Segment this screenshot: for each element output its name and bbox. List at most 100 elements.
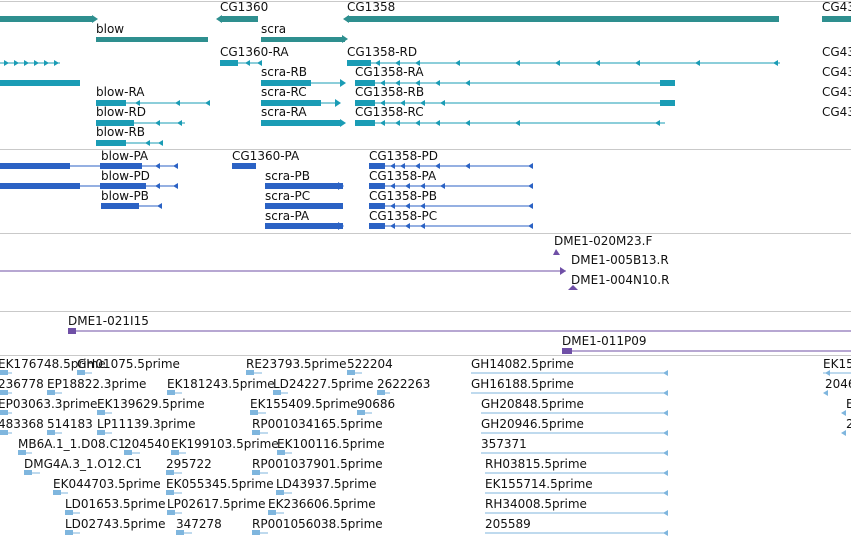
feature-label-dme1-004n10[interactable]: DME1-004N10.R — [571, 273, 670, 287]
feature-label-dme1-005b13[interactable]: DME1-005B13.R — [571, 253, 669, 267]
feature-label-cg1358-pc[interactable]: CG1358-PC — [369, 209, 438, 223]
feature-label-scra-pa[interactable]: scra-PA — [265, 209, 310, 223]
glyph-64 — [380, 100, 385, 106]
track-separator — [0, 355, 851, 356]
feature-label-e19[interactable]: E — [846, 397, 851, 411]
feature-label-e25[interactable]: 2 — [846, 417, 851, 431]
feature-label-scra-rc[interactable]: scra-RC — [261, 85, 307, 99]
feature-label-cg1360-ra[interactable]: CG1360-RA — [220, 45, 289, 59]
feature-label-e8[interactable]: EP18822.3prime — [47, 377, 147, 391]
feature-label-e22[interactable]: LP11139.3prime — [97, 417, 196, 431]
feature-label-blow[interactable]: blow — [96, 22, 125, 36]
feature-label-e7[interactable]: 236778 — [0, 377, 44, 391]
feature-label-cg1358-pb[interactable]: CG1358-PB — [369, 189, 438, 203]
feature-label-e18[interactable]: GH20848.5prime — [481, 397, 584, 411]
feature-label-e10[interactable]: LD24227.5prime — [273, 377, 374, 391]
glyph-123 — [265, 203, 343, 209]
feature-label-e6[interactable]: EK15 — [823, 357, 851, 371]
feature-label-e9[interactable]: EK181243.5prime — [167, 377, 275, 391]
feature-label-blow-pb[interactable]: blow-PB — [101, 189, 149, 203]
feature-label-dme1-020m23[interactable]: DME1-020M23.F — [554, 234, 653, 248]
feature-label-e12[interactable]: GH16188.5prime — [471, 377, 574, 391]
feature-label-cg43b[interactable]: CG43 — [822, 45, 851, 59]
feature-label-e34[interactable]: RH03815.5prime — [485, 457, 587, 471]
feature-label-e16[interactable]: EK155409.5prime — [250, 397, 358, 411]
glyph-177 — [250, 410, 258, 415]
glyph-44 — [261, 80, 311, 86]
glyph-186 — [47, 430, 55, 435]
feature-label-cg43d[interactable]: CG43 — [822, 85, 851, 99]
feature-label-scra[interactable]: scra — [261, 22, 287, 36]
feature-label-blow-ra[interactable]: blow-RA — [96, 85, 145, 99]
feature-label-e29[interactable]: EK100116.5prime — [277, 437, 385, 451]
feature-label-e23[interactable]: RP001034165.5prime — [252, 417, 383, 431]
feature-label-blow-rd[interactable]: blow-RD — [96, 105, 147, 119]
feature-label-e14[interactable]: EP03063.3prime — [0, 397, 98, 411]
feature-label-e40[interactable]: LP02617.5prime — [167, 497, 266, 511]
feature-label-e20[interactable]: 483368 — [0, 417, 44, 431]
feature-label-cg1358[interactable]: CG1358 — [347, 0, 396, 14]
feature-label-e31[interactable]: DMG4A.3_1.O12.C1 — [24, 457, 142, 471]
feature-label-cg1358-ra[interactable]: CG1358-RA — [355, 65, 424, 79]
feature-label-e15[interactable]: EK139629.5prime — [97, 397, 205, 411]
feature-label-cg1360[interactable]: CG1360 — [220, 0, 269, 14]
feature-label-e44[interactable]: 347278 — [176, 517, 222, 531]
feature-label-blow-rb[interactable]: blow-RB — [96, 125, 146, 139]
feature-label-e32[interactable]: 295722 — [166, 457, 212, 471]
glyph-136 — [405, 223, 410, 229]
feature-label-e39[interactable]: LD01653.5prime — [65, 497, 166, 511]
glyph-229 — [65, 530, 73, 535]
feature-label-scra-rb[interactable]: scra-RB — [261, 65, 308, 79]
feature-label-e42[interactable]: RH34008.5prime — [485, 497, 587, 511]
feature-label-cg43a[interactable]: CG43 — [822, 0, 851, 14]
glyph-150 — [77, 370, 85, 375]
feature-label-e11[interactable]: 2622263 — [377, 377, 431, 391]
feature-label-cg43e[interactable]: CG43 — [822, 105, 851, 119]
feature-label-e2[interactable]: GH01075.5prime — [77, 357, 180, 371]
feature-label-cg1358-rd[interactable]: CG1358-RD — [347, 45, 418, 59]
feature-label-cg43c[interactable]: CG43 — [822, 65, 851, 79]
feature-label-e46[interactable]: 205589 — [485, 517, 531, 531]
glyph-154 — [347, 370, 355, 375]
feature-label-e28[interactable]: EK199103.5prime — [171, 437, 279, 451]
glyph-18 — [220, 60, 238, 66]
feature-label-e13[interactable]: 2046 — [825, 377, 851, 391]
feature-label-cg1358-pd[interactable]: CG1358-PD — [369, 149, 439, 163]
feature-label-scra-ra[interactable]: scra-RA — [261, 105, 307, 119]
feature-label-e38[interactable]: EK155714.5prime — [485, 477, 593, 491]
glyph-121 — [157, 203, 162, 209]
feature-label-e21[interactable]: 514183 — [47, 417, 93, 431]
feature-label-cg1358-pa[interactable]: CG1358-PA — [369, 169, 437, 183]
feature-label-e27[interactable]: 204540 — [124, 437, 170, 451]
glyph-217 — [276, 490, 284, 495]
feature-label-e37[interactable]: LD43937.5prime — [276, 477, 377, 491]
feature-label-e5[interactable]: GH14082.5prime — [471, 357, 574, 371]
feature-label-e1[interactable]: EK176748.5prime — [0, 357, 106, 371]
glyph-225 — [268, 510, 276, 515]
feature-label-cg1360-pa[interactable]: CG1360-PA — [232, 149, 300, 163]
feature-label-e3[interactable]: RE23793.5prime — [246, 357, 347, 371]
glyph-197 — [124, 450, 132, 455]
feature-label-e45[interactable]: RP001056038.5prime — [252, 517, 383, 531]
feature-label-blow-pd[interactable]: blow-PD — [101, 169, 150, 183]
feature-label-e24[interactable]: GH20946.5prime — [481, 417, 584, 431]
feature-label-e4[interactable]: 522204 — [347, 357, 393, 371]
feature-label-dme1-021i15[interactable]: DME1-021I15 — [68, 314, 149, 328]
feature-label-cg1358-rb[interactable]: CG1358-RB — [355, 85, 425, 99]
glyph-98 — [390, 163, 395, 169]
feature-label-e41[interactable]: EK236606.5prime — [268, 497, 376, 511]
feature-label-dme1-011p09[interactable]: DME1-011P09 — [562, 334, 647, 348]
glyph-148 — [0, 370, 8, 375]
feature-label-e36[interactable]: EK055345.5prime — [166, 477, 274, 491]
feature-label-blow-pa[interactable]: blow-PA — [101, 149, 149, 163]
feature-label-cg1358-rc[interactable]: CG1358-RC — [355, 105, 424, 119]
feature-label-e35[interactable]: EK044703.5prime — [53, 477, 161, 491]
feature-label-e43[interactable]: LD02743.5prime — [65, 517, 166, 531]
feature-label-e26[interactable]: MB6A.1_1.D08.C1 — [18, 437, 126, 451]
feature-label-scra-pc[interactable]: scra-PC — [265, 189, 311, 203]
feature-label-scra-pb[interactable]: scra-PB — [265, 169, 310, 183]
feature-label-e30[interactable]: 357371 — [481, 437, 527, 451]
feature-label-e17[interactable]: 90686 — [357, 397, 396, 411]
feature-label-e33[interactable]: RP001037901.5prime — [252, 457, 383, 471]
